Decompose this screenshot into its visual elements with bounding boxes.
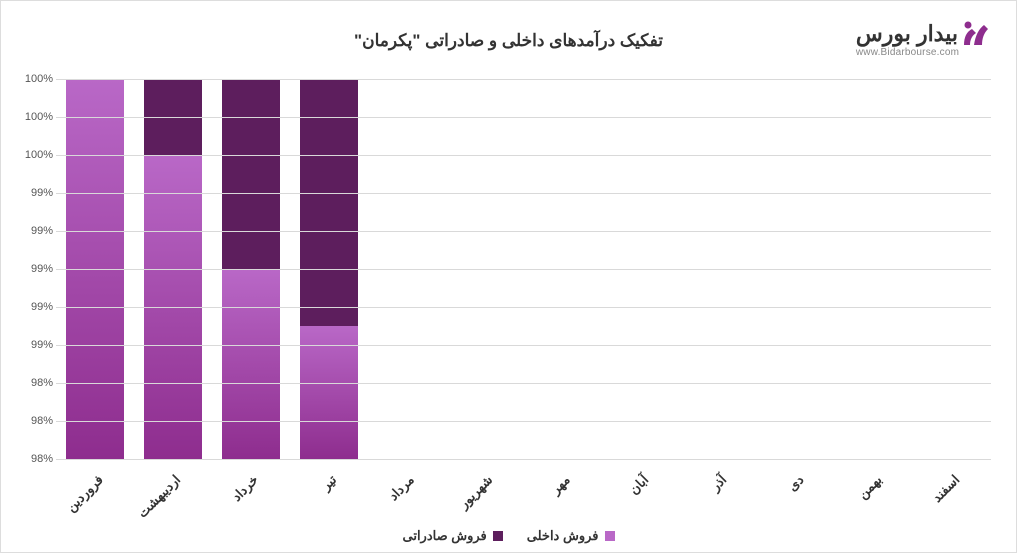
x-tick-label: آبان [626,472,652,498]
legend-item: فروش صادراتی [402,528,502,544]
x-tick-label: آذر [707,472,729,494]
logo-icon [960,19,992,49]
gridline [56,231,991,232]
x-tick-label: اردیبهشت [135,472,184,521]
legend-swatch [605,531,615,541]
legend-label: فروش داخلی [527,528,599,544]
gridline [56,155,991,156]
y-tick-label: 100% [11,73,53,85]
legend-swatch [493,531,503,541]
gridline [56,307,991,308]
x-tick-label: تیر [318,472,340,494]
legend: فروش داخلی فروش صادراتی [402,528,614,544]
chart-container: بیدار بورس www.Bidarbourse.com تفکیک درآ… [0,0,1017,553]
gridline [56,193,991,194]
gridline [56,345,991,346]
y-tick-label: 98% [11,415,53,427]
x-axis: فروردین اردیبهشت خرداد تیر مرداد شهریور مهر آبا… [56,464,991,524]
chart-title: تفکیک درآمدهای داخلی و صادراتی "پکرمان" [354,31,663,51]
gridline [56,421,991,422]
y-tick-label: 99% [11,301,53,313]
y-tick-label: 99% [11,187,53,199]
gridline [56,459,991,460]
gridline [56,269,991,270]
x-tick-label: خرداد [229,472,262,505]
y-tick-label: 99% [11,263,53,275]
x-tick-label: شهریور [456,472,496,512]
gridline [56,117,991,118]
x-tick-label: اسفند [930,472,964,506]
y-tick-label: 99% [11,225,53,237]
y-tick-label: 99% [11,339,53,351]
logo-url: www.Bidarbourse.com [856,47,959,58]
y-tick-label: 100% [11,149,53,161]
y-tick-label: 100% [11,111,53,123]
gridline [56,79,991,80]
y-axis: 98%98%98%99%99%99%99%99%100%100%100% [11,79,53,459]
x-tick-label: بهمن [855,472,885,502]
bar-export [222,79,280,269]
gridline [56,383,991,384]
x-tick-label: دی [785,472,808,495]
x-tick-label: مرداد [386,472,418,504]
x-tick-label: مهر [548,472,574,498]
brand-logo: بیدار بورس www.Bidarbourse.com [856,19,992,58]
y-tick-label: 98% [11,377,53,389]
logo-text: بیدار بورس [856,21,958,47]
legend-item: فروش داخلی [527,528,615,544]
bar-domestic [222,269,280,459]
y-tick-label: 98% [11,453,53,465]
legend-label: فروش صادراتی [402,528,486,544]
x-tick-label: فروردین [63,472,106,515]
